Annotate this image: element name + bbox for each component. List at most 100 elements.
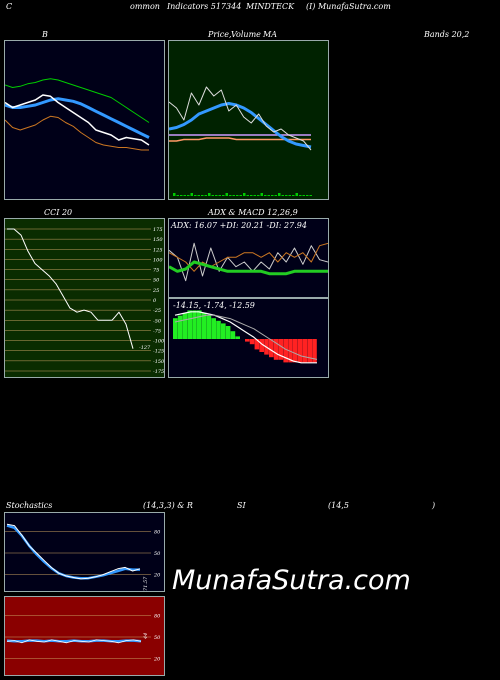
title-price: Price, bbox=[208, 30, 232, 39]
stochastics-last-value: 71.57 bbox=[143, 576, 149, 591]
cci-background bbox=[5, 219, 164, 377]
adx-minus-di-line bbox=[169, 242, 328, 272]
bollinger-chart bbox=[5, 41, 164, 199]
volume-bar bbox=[253, 195, 256, 196]
volume-bar bbox=[211, 195, 214, 196]
header-common: ommon bbox=[130, 2, 160, 11]
volume-bar bbox=[260, 193, 263, 196]
volume-bar bbox=[232, 195, 235, 196]
adx-label: ADX: 16.07 +DI: 20.21 -DI: 27.94 bbox=[171, 221, 307, 230]
cci-tick-label: -50 bbox=[153, 318, 162, 324]
macd-histogram-bar bbox=[259, 339, 264, 352]
cci-tick-label: -75 bbox=[153, 328, 161, 334]
title-adx-macd: ADX & MACD 12,26,9 bbox=[208, 208, 298, 217]
bollinger-upper-line bbox=[5, 78, 150, 123]
volume-bar bbox=[194, 195, 197, 196]
volume-bar bbox=[218, 195, 221, 196]
macd-histogram-bar bbox=[297, 339, 303, 363]
title-si: SI bbox=[237, 501, 246, 510]
watermark: MunafaSutra.com bbox=[172, 565, 411, 596]
adx-panel: ADX: 16.07 +DI: 20.21 -DI: 27.94 bbox=[168, 218, 329, 298]
title-rsi-close: ) bbox=[432, 501, 436, 510]
volume-bar bbox=[225, 193, 228, 196]
macd-histogram-bar bbox=[230, 331, 236, 339]
volume-bar bbox=[197, 195, 200, 196]
rsi-background bbox=[5, 597, 164, 675]
macd-histogram-bar bbox=[216, 320, 221, 339]
volume-bar bbox=[278, 193, 281, 196]
cci-tick-label: 25 bbox=[152, 288, 159, 294]
cci-panel: 175 150 125 100 75 50 25 0 -25 -50 -75 -100 -125 -150… bbox=[4, 218, 165, 378]
cci-tick-label: -100 bbox=[153, 339, 164, 345]
cci-tick-label: 0 bbox=[153, 298, 157, 304]
macd-histogram-bar bbox=[254, 339, 260, 350]
macd-histogram-bar bbox=[187, 310, 192, 339]
volume-bar bbox=[180, 195, 183, 196]
volume-bar bbox=[215, 195, 218, 196]
rsi-tick-label: 50 bbox=[154, 635, 161, 641]
cci-tick-label: 150 bbox=[153, 237, 163, 243]
macd-histogram-bar bbox=[307, 339, 312, 363]
volume-bar bbox=[183, 195, 186, 196]
ma-line-3 bbox=[169, 102, 312, 149]
rsi-line bbox=[6, 639, 142, 644]
bollinger-lower-line bbox=[5, 115, 149, 151]
header-site: (I) MunafaSutra.com bbox=[306, 2, 391, 11]
cci-tick-label: 125 bbox=[153, 247, 163, 253]
volume-bar bbox=[295, 193, 298, 196]
price-volume-chart bbox=[169, 41, 328, 199]
adx-plus-di-line bbox=[169, 242, 328, 282]
macd-histogram-bar bbox=[211, 318, 216, 339]
macd-histogram-bar bbox=[182, 313, 188, 339]
volume-bar bbox=[239, 195, 242, 196]
rsi-tick-label: 80 bbox=[154, 613, 161, 619]
macd-histogram-bar bbox=[225, 326, 231, 339]
volume-bar bbox=[302, 195, 305, 196]
adx-chart bbox=[169, 219, 328, 297]
title-rsi-params: (14,5 bbox=[328, 501, 349, 510]
macd-histogram-bar bbox=[206, 315, 212, 339]
volume-bar bbox=[309, 195, 312, 196]
price-background bbox=[169, 41, 328, 199]
macd-label: -14.15, -1.74, -12.59 bbox=[173, 301, 255, 310]
volume-bar bbox=[190, 193, 193, 196]
macd-histogram-bar bbox=[269, 339, 274, 358]
volume-bar bbox=[281, 195, 284, 196]
title-b: B bbox=[42, 30, 48, 39]
macd-histogram-bar bbox=[173, 318, 178, 339]
macd-histogram-bar bbox=[177, 315, 183, 339]
macd-histogram-bar bbox=[197, 310, 202, 339]
volume-bar bbox=[299, 195, 302, 196]
adx-background bbox=[169, 219, 328, 297]
cci-tick-label: -175 bbox=[153, 369, 164, 375]
cci-tick-label: -150 bbox=[153, 359, 164, 365]
macd-histogram-bar bbox=[221, 323, 226, 339]
stochastics-chart: 80 50 20 71.57 bbox=[5, 513, 164, 591]
volume-bar bbox=[176, 195, 179, 196]
volume-bar bbox=[264, 195, 267, 196]
stochastics-panel: 80 50 20 71.57 bbox=[4, 512, 165, 592]
price-line bbox=[169, 86, 312, 151]
volume-bar bbox=[204, 195, 207, 196]
volume-bar bbox=[267, 195, 270, 196]
bollinger-price-line bbox=[5, 94, 150, 146]
volume-bar bbox=[187, 195, 190, 196]
volume-bar bbox=[173, 193, 176, 196]
volume-bar bbox=[243, 193, 246, 196]
bollinger-middle-line bbox=[5, 97, 150, 139]
volume-bar bbox=[285, 195, 288, 196]
macd-histogram-bar bbox=[312, 339, 317, 363]
cci-tick-label: -25 bbox=[153, 308, 161, 314]
title-stochastics: Stochastics bbox=[6, 501, 53, 510]
volume-bar bbox=[306, 195, 309, 196]
title-bands: Bands 20,2 bbox=[424, 30, 470, 39]
title-volume: Volume bbox=[231, 30, 261, 39]
macd-histogram-bar bbox=[249, 339, 255, 345]
volume-bar bbox=[208, 193, 211, 196]
volume-bar bbox=[246, 195, 249, 196]
macd-histogram-bar bbox=[278, 339, 284, 360]
rsi-chart: 80 50 20 44 bbox=[5, 597, 164, 675]
macd-histogram-bar bbox=[235, 336, 240, 339]
stochastics-tick-label: 80 bbox=[154, 529, 161, 535]
volume-bar bbox=[274, 195, 277, 196]
